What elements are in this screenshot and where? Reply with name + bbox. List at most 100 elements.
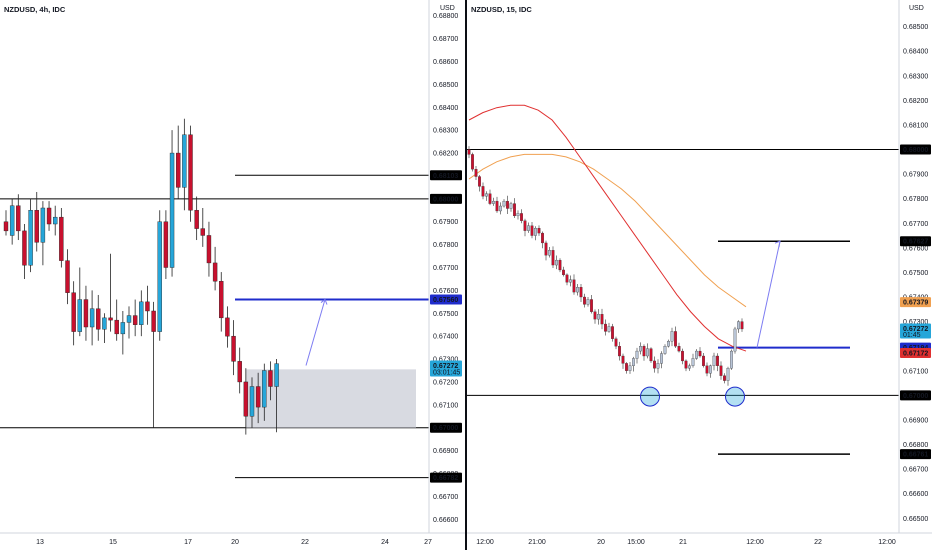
right-price-label-bg — [900, 348, 931, 359]
right-projection-line — [756, 241, 781, 348]
right-currency-label: USD — [909, 5, 924, 12]
left-candle — [120, 322, 126, 335]
left-y-tick: 0.67700 — [433, 265, 458, 272]
right-candle — [611, 326, 614, 339]
left-plot-area — [0, 118, 429, 479]
left-candle — [16, 205, 21, 232]
left-candle — [96, 308, 101, 330]
left-candle — [194, 210, 199, 229]
right-y-tick: 0.67800 — [903, 196, 928, 203]
left-x-tick: 17 — [184, 539, 192, 546]
left-candle — [262, 370, 267, 408]
left-y-tick: 0.68200 — [433, 151, 458, 158]
right-x-tick: 12:00 — [878, 539, 896, 546]
left-currency-label: USD — [440, 5, 455, 12]
right-candle — [516, 213, 520, 217]
right-candle — [632, 358, 635, 366]
right-candle — [583, 296, 586, 305]
right-candle — [471, 154, 474, 170]
right-candle — [520, 213, 523, 221]
left-y-tick: 0.67900 — [433, 219, 458, 226]
right-candle — [541, 232, 544, 244]
right-candle — [705, 365, 709, 374]
left-price-label-bg — [430, 193, 462, 204]
left-price-label-bg — [430, 422, 462, 433]
left-candle — [182, 134, 187, 188]
left-chart[interactable]: NZDUSD, 4h, IDC USD 0.68800 0.68700 0.6860… — [0, 0, 466, 550]
right-candle — [660, 353, 663, 364]
right-candle — [653, 360, 656, 369]
right-candle — [716, 355, 719, 366]
right-candle — [481, 186, 485, 197]
right-candle — [488, 193, 492, 204]
right-y-tick: 0.67700 — [903, 221, 928, 228]
left-candle — [188, 134, 193, 211]
right-candle — [600, 314, 604, 325]
left-candle — [28, 210, 33, 266]
right-y-tick: 0.66900 — [903, 417, 928, 424]
right-candle — [663, 346, 667, 354]
right-candle — [730, 350, 733, 369]
left-price-axis[interactable]: 0.68800 0.68700 0.68600 0.68500 0.68400 0.683… — [430, 13, 462, 524]
right-price-label: 0.67000 — [903, 393, 928, 400]
left-time-axis[interactable]: 13 15 17 20 22 24 27 — [36, 539, 432, 546]
left-y-tick: 0.67100 — [433, 402, 458, 409]
right-candle — [695, 350, 698, 359]
right-candle — [677, 346, 681, 352]
left-price-label: 0.66782 — [433, 475, 458, 482]
right-candle — [723, 375, 726, 381]
right-x-tick: 21 — [679, 539, 687, 546]
left-candle — [102, 317, 107, 330]
right-candle — [562, 269, 565, 276]
right-candle — [467, 149, 471, 155]
right-candle — [555, 259, 558, 266]
right-y-tick: 0.67900 — [903, 172, 928, 179]
pane-divider[interactable] — [465, 0, 467, 550]
left-price-label-bg — [430, 294, 462, 305]
right-candle — [649, 348, 653, 362]
left-y-tick: 0.67300 — [433, 357, 458, 364]
right-candle — [698, 350, 702, 357]
right-y-tick: 0.67600 — [903, 245, 928, 252]
left-price-label: 0.67000 — [433, 425, 458, 432]
right-price-label: 0.67172 — [903, 351, 928, 358]
left-y-tick: 0.68600 — [433, 59, 458, 66]
right-candle — [576, 287, 579, 293]
right-candle — [719, 365, 723, 376]
right-y-tick: 0.67500 — [903, 270, 928, 277]
left-y-tick: 0.67500 — [433, 311, 458, 318]
left-candle — [132, 315, 138, 325]
left-candle — [200, 228, 206, 236]
right-candle — [513, 203, 516, 217]
right-time-axis[interactable]: 12:00 21:00 20 15:00 21 12:00 22 12:00 — [476, 539, 896, 546]
left-candle — [212, 262, 218, 282]
left-candle — [151, 310, 156, 332]
right-price-label: 0.67627 — [903, 239, 928, 246]
left-candle — [108, 317, 113, 321]
right-candle — [590, 299, 593, 312]
right-candle — [740, 321, 744, 330]
right-y-tick: 0.66600 — [903, 491, 928, 498]
left-price-label: 0.67272 — [433, 363, 458, 370]
left-projection-arrowhead — [320, 298, 328, 305]
left-candle — [157, 221, 162, 332]
right-candle — [733, 328, 737, 352]
right-price-label: 0.66761 — [903, 452, 928, 459]
right-candle — [607, 326, 611, 332]
right-y-tick: 0.68400 — [903, 49, 928, 56]
right-candle — [485, 193, 488, 197]
right-y-tick: 0.67300 — [903, 319, 928, 326]
right-x-tick: 21:00 — [528, 539, 546, 546]
right-price-label: 0.67272 — [903, 326, 928, 333]
left-candle — [83, 299, 89, 328]
left-y-tick: 0.66600 — [433, 517, 458, 524]
left-price-label-bg — [430, 472, 462, 483]
left-candle — [206, 235, 212, 264]
right-chart[interactable]: NZDUSD, 15, IDC USD 0.68500 0.68400 0.6830… — [467, 0, 932, 550]
left-y-tick: 0.67800 — [433, 242, 458, 249]
left-candle — [53, 216, 58, 225]
left-chart-background — [0, 0, 466, 550]
right-ema-orange — [468, 153, 747, 308]
right-price-axis[interactable]: 0.68500 0.68400 0.68300 0.68200 0.68100 0.680… — [900, 24, 931, 523]
right-y-tick: 0.66800 — [903, 442, 928, 449]
